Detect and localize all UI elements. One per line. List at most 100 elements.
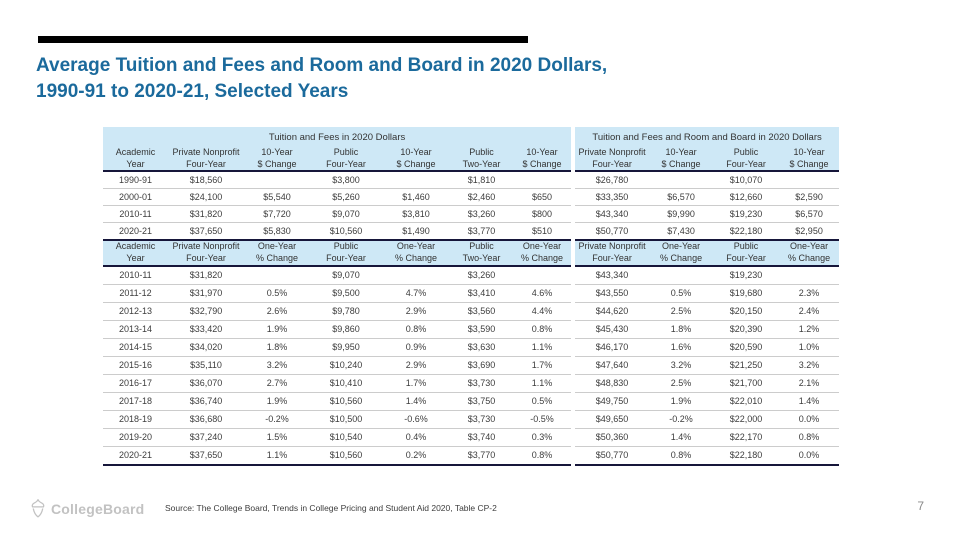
column-header: One-Year % Change xyxy=(244,240,310,267)
value-cell: $46,170 xyxy=(571,338,650,357)
value-cell xyxy=(779,265,840,285)
value-cell: $36,740 xyxy=(168,392,244,411)
value-cell: 1.1% xyxy=(244,446,310,466)
table-row: 2020-21 $37,650 $5,830 $10,560 $1,490 $3,770 $… xyxy=(103,222,840,242)
value-cell: 2.9% xyxy=(382,302,450,321)
value-cell: $20,150 xyxy=(713,302,780,321)
value-cell xyxy=(244,171,310,190)
table-row: 2019-20 $37,240 1.5% $10,540 0.4% $3,740 0.3% $… xyxy=(103,428,840,447)
value-cell xyxy=(382,171,450,190)
value-cell xyxy=(779,171,840,190)
value-cell: 1.9% xyxy=(649,392,714,411)
year-cell: 2011-12 xyxy=(103,284,168,303)
value-cell: 4.7% xyxy=(382,284,450,303)
value-cell: $9,070 xyxy=(310,265,382,285)
value-cell: $1,810 xyxy=(450,171,513,190)
value-cell: -0.2% xyxy=(244,410,310,429)
column-header: Academic Year xyxy=(103,240,168,267)
page-number: 7 xyxy=(917,499,924,513)
value-cell: $35,110 xyxy=(168,356,244,375)
value-cell: $3,810 xyxy=(382,205,450,224)
table-row: 2013-14 $33,420 1.9% $9,860 0.8% $3,590 0.8% $4… xyxy=(103,320,840,339)
value-cell: 0.5% xyxy=(513,392,574,411)
column-header: 10-Year $ Change xyxy=(382,147,450,173)
value-cell: 3.2% xyxy=(779,356,840,375)
value-cell: 3.2% xyxy=(244,356,310,375)
value-cell: $19,680 xyxy=(713,284,780,303)
value-cell: $24,100 xyxy=(168,188,244,207)
value-cell: $21,700 xyxy=(713,374,780,393)
value-cell: 1.9% xyxy=(244,320,310,339)
column-header: Public Two-Year xyxy=(450,240,513,267)
column-header: Private Nonprofit Four-Year xyxy=(168,240,244,267)
year-cell: 2019-20 xyxy=(103,428,168,447)
year-cell: 2016-17 xyxy=(103,374,168,393)
value-cell: $31,820 xyxy=(168,205,244,224)
value-cell: 0.8% xyxy=(779,428,840,447)
value-cell: $31,970 xyxy=(168,284,244,303)
value-cell: $22,180 xyxy=(713,222,780,242)
value-cell: $22,170 xyxy=(713,428,780,447)
value-cell xyxy=(649,265,714,285)
column-header: Public Four-Year xyxy=(310,240,382,267)
value-cell: $50,770 xyxy=(571,446,650,466)
column-header: One-Year % Change xyxy=(382,240,450,267)
value-cell: $10,500 xyxy=(310,410,382,429)
table-row: 2017-18 $36,740 1.9% $10,560 1.4% $3,750 0.5% $… xyxy=(103,392,840,411)
source-text: Source: The College Board, Trends in Col… xyxy=(165,503,497,513)
column-header: 10-Year $ Change xyxy=(779,147,840,173)
table-row: 2012-13 $32,790 2.6% $9,780 2.9% $3,560 4.4% $4… xyxy=(103,302,840,321)
value-cell: 0.8% xyxy=(649,446,714,466)
year-cell: 2010-11 xyxy=(103,205,168,224)
value-cell: 0.8% xyxy=(382,320,450,339)
value-cell xyxy=(244,265,310,285)
value-cell: 1.9% xyxy=(244,392,310,411)
top-accent-bar xyxy=(38,36,528,43)
value-cell: $45,430 xyxy=(571,320,650,339)
value-cell: $33,420 xyxy=(168,320,244,339)
value-cell: 1.1% xyxy=(513,338,574,357)
value-cell: $7,720 xyxy=(244,205,310,224)
value-cell: $19,230 xyxy=(713,265,780,285)
value-cell: $26,780 xyxy=(571,171,650,190)
value-cell: $33,350 xyxy=(571,188,650,207)
value-cell: $10,560 xyxy=(310,392,382,411)
value-cell: $650 xyxy=(513,188,574,207)
value-cell: 0.9% xyxy=(382,338,450,357)
value-cell: $47,640 xyxy=(571,356,650,375)
value-cell: $32,790 xyxy=(168,302,244,321)
slide-title: Average Tuition and Fees and Room and Bo… xyxy=(36,53,796,105)
value-cell: $49,750 xyxy=(571,392,650,411)
value-cell: 2.3% xyxy=(779,284,840,303)
tuition-table-container: Tuition and Fees in 2020 Dollars Tuition … xyxy=(103,127,840,466)
value-cell xyxy=(649,171,714,190)
value-cell: $37,650 xyxy=(168,446,244,466)
value-cell: 2.7% xyxy=(244,374,310,393)
table-row: 2000-01 $24,100 $5,540 $5,260 $1,460 $2,460 $6… xyxy=(103,188,840,207)
value-cell: 1.0% xyxy=(779,338,840,357)
value-cell: $3,630 xyxy=(450,338,513,357)
value-cell: $2,460 xyxy=(450,188,513,207)
value-cell: $3,730 xyxy=(450,410,513,429)
value-cell: 1.5% xyxy=(244,428,310,447)
value-cell: $21,250 xyxy=(713,356,780,375)
column-header: Private Nonprofit Four-Year xyxy=(571,240,650,267)
value-cell: $2,590 xyxy=(779,188,840,207)
value-cell: $9,950 xyxy=(310,338,382,357)
value-cell: $3,750 xyxy=(450,392,513,411)
year-cell: 2017-18 xyxy=(103,392,168,411)
year-cell: 2020-21 xyxy=(103,222,168,242)
value-cell: 1.4% xyxy=(649,428,714,447)
year-cell: 2014-15 xyxy=(103,338,168,357)
value-cell: $7,430 xyxy=(649,222,714,242)
value-cell: 1.7% xyxy=(382,374,450,393)
value-cell: 0.5% xyxy=(244,284,310,303)
value-cell: $1,490 xyxy=(382,222,450,242)
value-cell: 0.8% xyxy=(513,446,574,466)
value-cell: $3,590 xyxy=(450,320,513,339)
acorn-icon xyxy=(31,499,45,518)
value-cell xyxy=(513,265,574,285)
value-cell: $9,780 xyxy=(310,302,382,321)
value-cell: 1.1% xyxy=(513,374,574,393)
value-cell xyxy=(513,171,574,190)
